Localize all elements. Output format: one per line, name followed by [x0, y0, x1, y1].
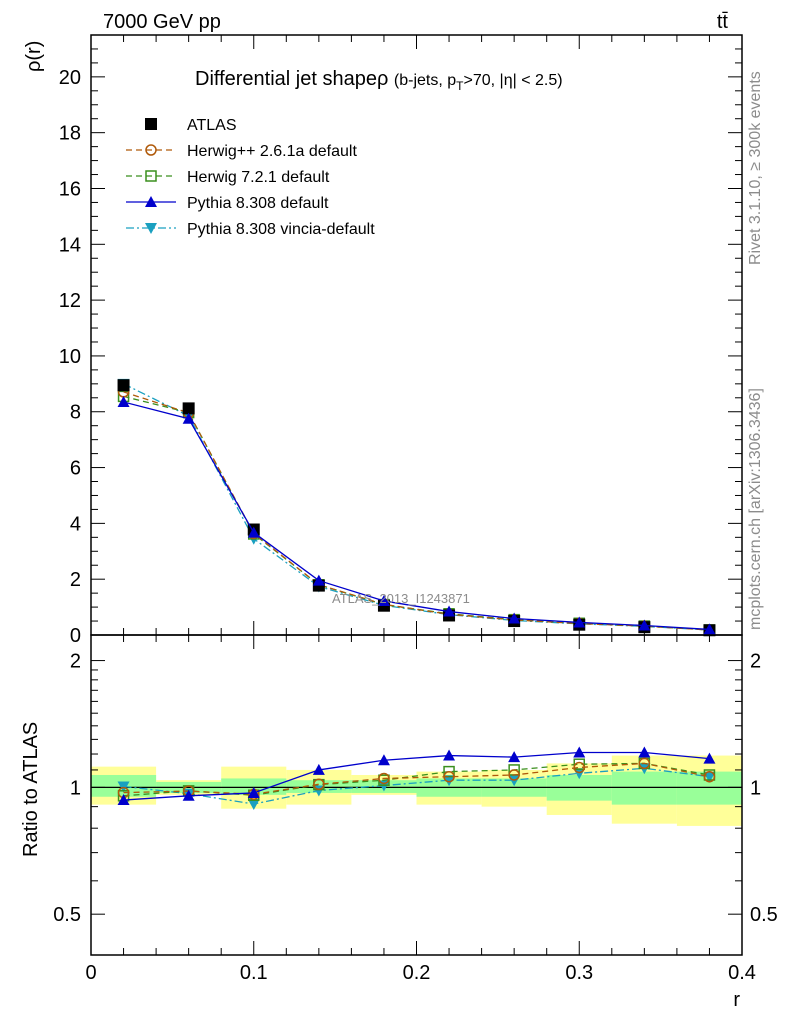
- ratio-xtick-label: 0.3: [565, 962, 593, 984]
- main-point-pythia: [182, 412, 195, 424]
- ratio-point-herwigpp: [573, 761, 585, 774]
- main-ytick-label: 10: [59, 346, 81, 368]
- ratio-point-pythia: [573, 746, 586, 758]
- main-ylabel: ρ(r): [23, 41, 45, 72]
- plot-title-sub: (b-jets, p: [394, 72, 456, 89]
- main-point-ATLAS: [182, 402, 195, 415]
- legend-label-vincia: Pythia 8.308 vincia-default: [187, 221, 375, 238]
- ratio-ytick-label-right: 2: [750, 651, 761, 673]
- main-ytick-label: 16: [59, 178, 81, 200]
- ratio-point-herwigpp: [703, 770, 716, 783]
- ratio-point-pythia: [443, 749, 456, 761]
- ratio-line-pythia: [123, 751, 710, 801]
- ratio-line-herwigpp: [123, 762, 710, 795]
- main-point-pythia: [117, 395, 130, 407]
- source-label: mcplots.cern.ch [arXiv:1306.3436]: [747, 388, 764, 630]
- energy-label: 7000 GeV pp: [103, 11, 221, 33]
- ratio-point-herwigpp: [443, 770, 455, 783]
- legend-item-vincia: Pythia 8.308 vincia-default: [126, 221, 375, 238]
- main-point-ATLAS: [117, 379, 130, 392]
- legend-marker-ATLAS: [145, 118, 157, 130]
- ratio-point-pythia: [508, 751, 521, 763]
- ratio-point-herwigpp: [508, 769, 520, 781]
- ratio-point-vincia: [443, 775, 456, 787]
- ratio-point-vincia: [247, 799, 260, 811]
- main-point-pythia: [508, 612, 521, 624]
- ratio-xlabel: r: [733, 989, 740, 1011]
- ratio-point-pythia: [182, 789, 195, 801]
- ratio-plot: 0.5 0.5 1 1 2 2 0 0.1 0.2 0.3 0.4: [53, 634, 778, 984]
- ratio-line-vincia: [123, 767, 710, 805]
- main-point-pythia: [312, 574, 325, 586]
- legend-marker-vincia: [145, 223, 157, 234]
- main-ytick-label: 8: [70, 402, 81, 424]
- ratio-band-inner: [611, 771, 677, 805]
- ratio-xtick-label: 0.4: [728, 962, 756, 984]
- main-ytick-label: 6: [70, 458, 81, 480]
- legend-marker-herwigpp: [145, 144, 157, 156]
- ratio-point-vincia: [703, 771, 716, 783]
- legend-label-ATLAS: ATLAS: [187, 117, 237, 134]
- ratio-ytick-label: 2: [70, 651, 81, 673]
- main-ytick-label: 20: [59, 67, 81, 89]
- plot-title-sub-rest: >70, |η| < 2.5): [464, 72, 563, 89]
- process-label: tt̄: [717, 11, 729, 33]
- main-point-pythia: [638, 619, 651, 631]
- ratio-xtick-label: 0.2: [403, 962, 431, 984]
- main-ytick-label: 18: [59, 123, 81, 145]
- main-point-pythia: [377, 594, 390, 606]
- main-ytick-label: 14: [59, 234, 81, 256]
- plot-title-main: Differential jet shapeρ: [195, 68, 388, 90]
- ratio-xtick-label: 0: [85, 962, 96, 984]
- plot-title: Differential jet shapeρ (b-jets, pT>70, …: [195, 68, 563, 93]
- ratio-point-pythia: [703, 752, 716, 764]
- main-point-pythia: [443, 605, 456, 617]
- ratio-line-herwig7: [123, 762, 710, 797]
- main-ytick-label: 2: [70, 569, 81, 591]
- main-point-pythia: [247, 526, 260, 538]
- ratio-point-pythia: [247, 786, 260, 798]
- ratio-point-herwig7: [443, 765, 455, 778]
- plot-title-sub-sub: T: [456, 79, 464, 93]
- legend-label-pythia: Pythia 8.308 default: [187, 195, 329, 212]
- legend: ATLAS Herwig++ 2.6.1a default Herwig 7.2.1…: [126, 117, 375, 238]
- main-point-pythia: [703, 623, 716, 635]
- main-series-pythia: [117, 395, 716, 635]
- main-line-pythia: [123, 401, 710, 631]
- ratio-point-herwigpp: [313, 778, 325, 791]
- main-line-herwigpp: [123, 391, 710, 631]
- ratio-ylabel: Ratio to ATLAS: [20, 722, 42, 857]
- ratio-point-herwigpp: [638, 757, 651, 770]
- main-plot: 0 2 4 6 8 10 12 14 16 18 20: [59, 34, 743, 647]
- ratio-xtick-label: 0.1: [240, 962, 268, 984]
- legend-item-herwig7: Herwig 7.2.1 default: [126, 169, 330, 186]
- ratio-point-pythia: [117, 794, 130, 806]
- main-point-pythia: [573, 616, 586, 628]
- rivet-version-label: Rivet 3.1.10, ≥ 300k events: [747, 71, 764, 265]
- ratio-ytick-label-right: 0.5: [750, 904, 778, 926]
- ratio-point-pythia: [312, 763, 325, 775]
- ratio-point-pythia: [377, 754, 390, 766]
- ratio-point-herwig7: [573, 758, 585, 770]
- main-ytick-label: 12: [59, 290, 81, 312]
- legend-label-herwig7: Herwig 7.2.1 default: [187, 169, 330, 186]
- ratio-point-pythia: [638, 746, 651, 758]
- ratio-ytick-label: 1: [70, 777, 81, 799]
- ratio-ytick-label-right: 1: [750, 777, 761, 799]
- legend-item-pythia: Pythia 8.308 default: [126, 195, 329, 212]
- legend-item-herwigpp: Herwig++ 2.6.1a default: [126, 143, 357, 160]
- main-ytick-label: 4: [70, 513, 81, 535]
- analysis-watermark: ATLAS_2013_I1243871: [332, 591, 470, 606]
- legend-marker-herwig7: [145, 170, 157, 182]
- main-ytick-label: 0: [70, 625, 81, 647]
- ratio-series-pythia: [117, 746, 716, 806]
- ratio-band-inner: [221, 778, 287, 795]
- legend-item-ATLAS: ATLAS: [145, 117, 237, 134]
- ratio-point-herwigpp: [378, 772, 390, 785]
- ratio-ytick-label: 0.5: [53, 904, 81, 926]
- legend-marker-pythia: [145, 196, 157, 207]
- legend-label-herwigpp: Herwig++ 2.6.1a default: [187, 143, 357, 160]
